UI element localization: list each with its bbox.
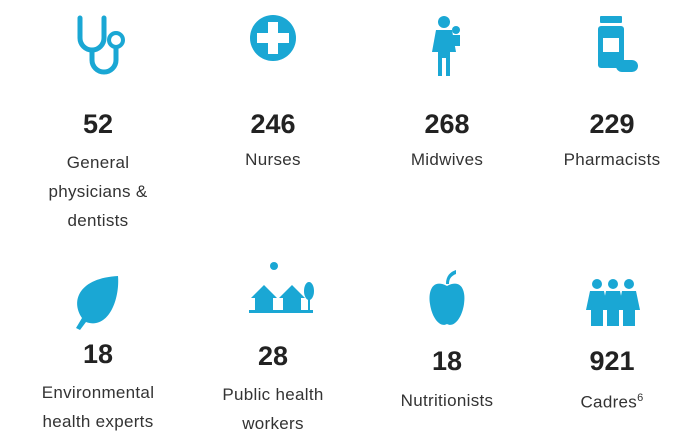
label-text: dentists xyxy=(67,211,129,230)
count: 18 xyxy=(431,346,463,376)
label-block: Cadres6 xyxy=(527,384,688,417)
count: 921 xyxy=(589,346,635,376)
label-line: health experts xyxy=(13,407,183,436)
label-block: Pharmacists xyxy=(527,145,688,174)
apple-icon xyxy=(429,270,465,325)
label-text: health experts xyxy=(42,412,154,431)
footnote-ref: 6 xyxy=(637,392,644,404)
houses-icon xyxy=(249,262,314,313)
label-line: Nurses xyxy=(188,145,358,174)
count: 268 xyxy=(424,109,470,139)
label-text: Nutritionists xyxy=(400,391,494,410)
count: 28 xyxy=(257,341,289,371)
cadres-icon xyxy=(586,279,640,326)
label-text: Pharmacists xyxy=(563,150,661,169)
label-line: Environmental xyxy=(13,378,183,407)
label-line: dentists xyxy=(13,206,183,235)
label-block: Midwives xyxy=(362,145,532,174)
leaf-icon xyxy=(76,276,119,330)
label-line: physicians & xyxy=(13,177,183,206)
label-block: Environmental health experts xyxy=(13,378,183,436)
label-line: Midwives xyxy=(362,145,532,174)
count: 18 xyxy=(82,339,114,369)
label-text: Midwives xyxy=(410,150,484,169)
pharmacy-icon xyxy=(598,16,638,72)
label-text: workers xyxy=(242,414,304,433)
stethoscope-icon xyxy=(77,15,125,75)
label-block: Nurses xyxy=(188,145,358,174)
label-line: General xyxy=(13,148,183,177)
label-text: Environmental xyxy=(41,383,155,402)
count: 229 xyxy=(589,109,635,139)
label-line: Cadres6 xyxy=(527,384,688,417)
label-block: Nutritionists xyxy=(362,386,532,415)
label-text: Public health xyxy=(222,385,324,404)
count: 52 xyxy=(82,109,114,139)
label-block: General physicians & dentists xyxy=(13,148,183,235)
label-text: Cadres xyxy=(580,392,638,412)
label-line: Public health xyxy=(188,380,358,409)
label-line: Pharmacists xyxy=(527,145,688,174)
nurse-icon xyxy=(250,15,296,61)
label-block: Public health workers xyxy=(188,380,358,438)
label-line: Nutritionists xyxy=(362,386,532,415)
label-text: General xyxy=(66,153,130,172)
label-line: workers xyxy=(188,409,358,438)
midwife-icon xyxy=(432,16,460,76)
label-text: Nurses xyxy=(245,150,301,169)
count: 246 xyxy=(250,109,296,139)
label-text: physicians & xyxy=(48,182,148,201)
